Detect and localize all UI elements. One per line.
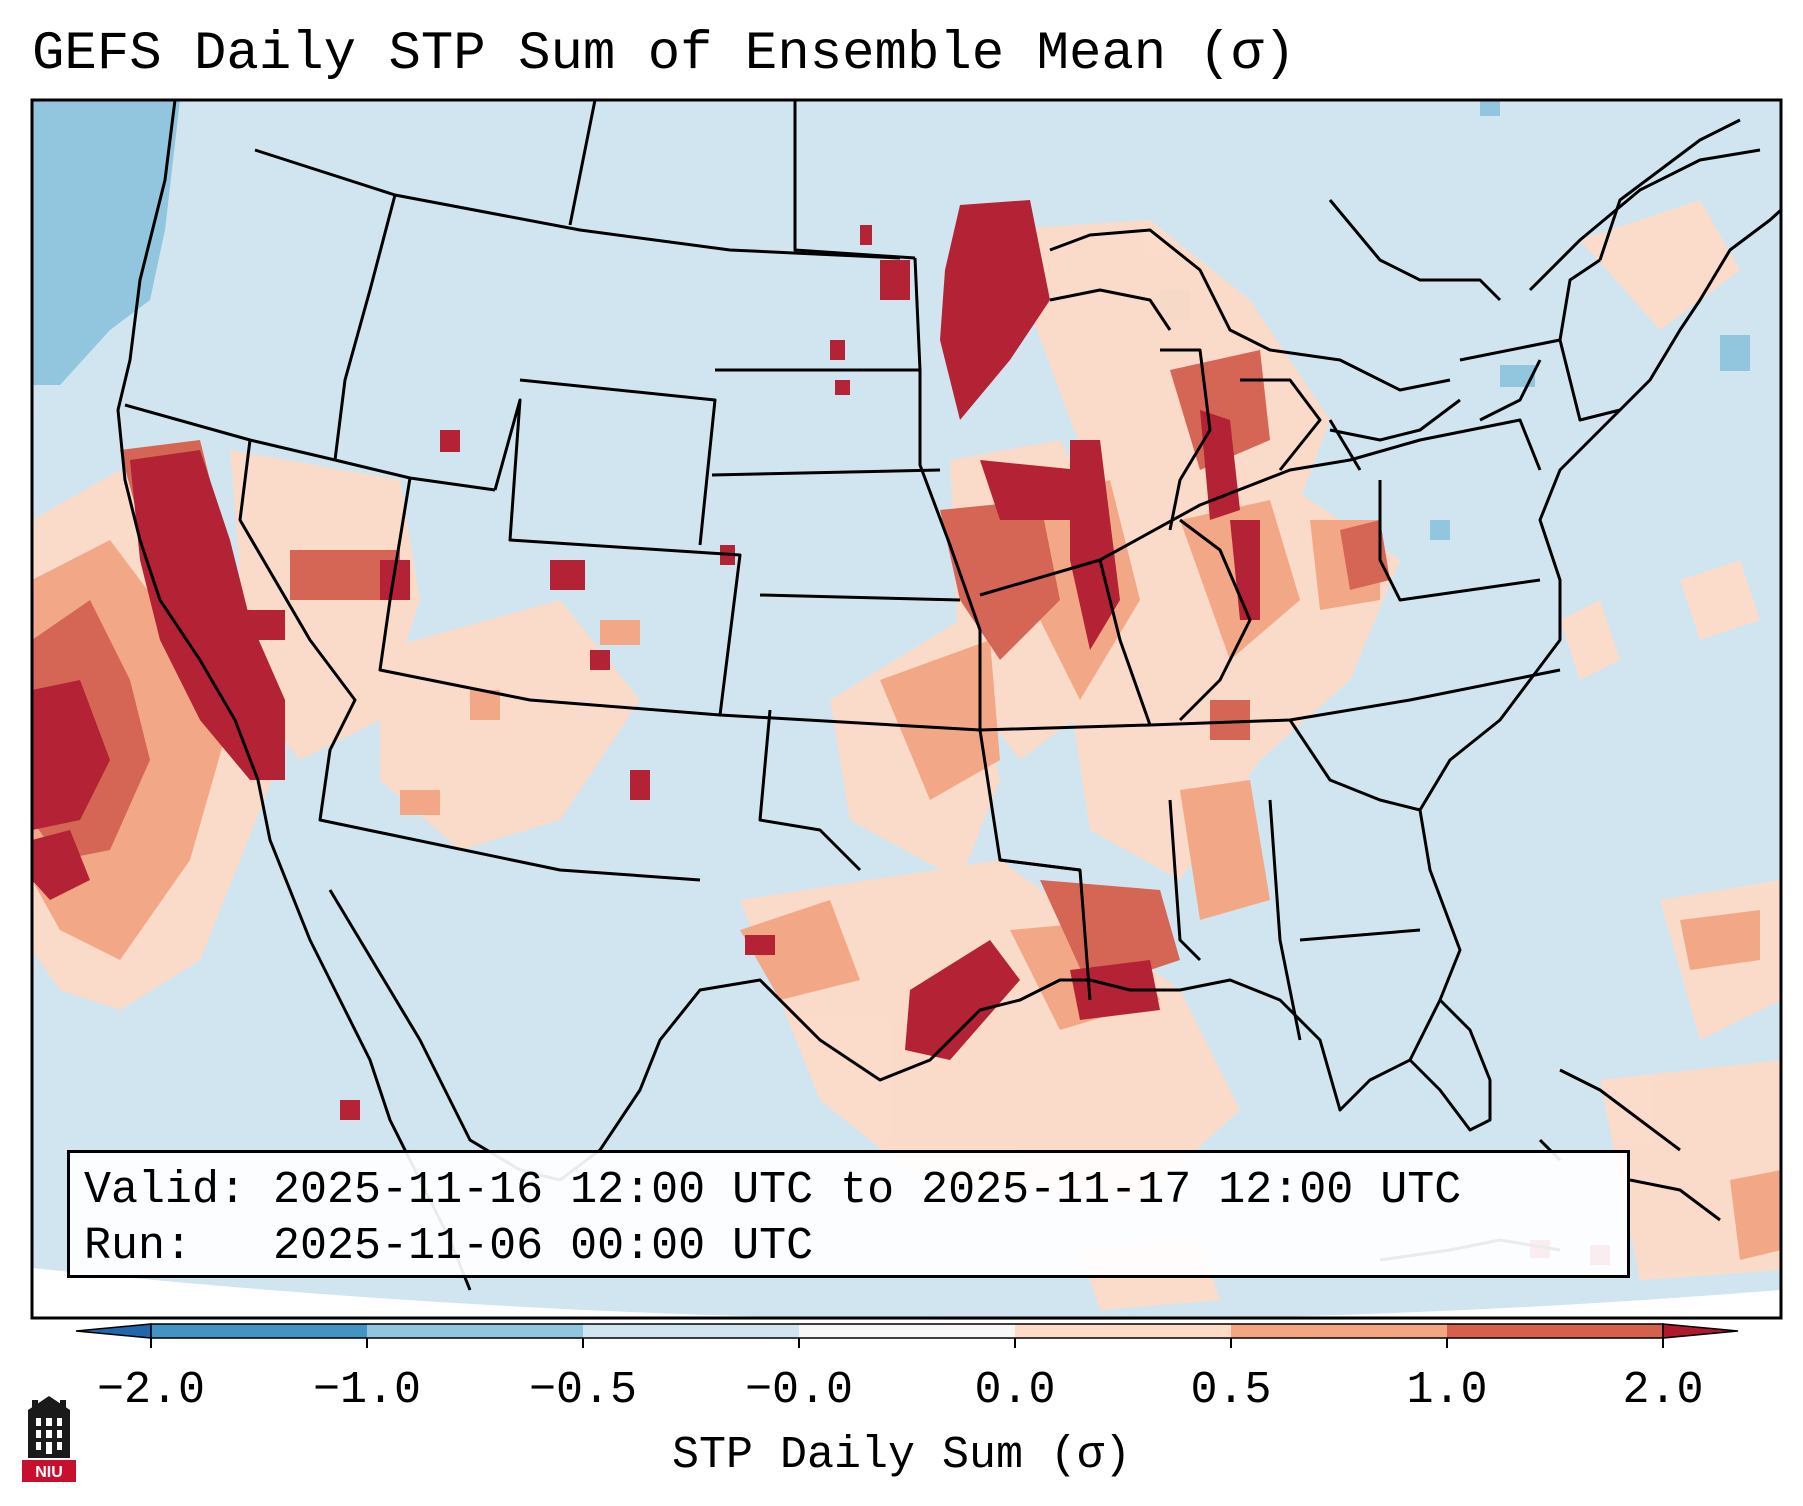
map-frame bbox=[30, 98, 1783, 1320]
map-outlines bbox=[32, 100, 1781, 1291]
colorbar-tick-label: 0.5 bbox=[1190, 1365, 1272, 1416]
logo-text: NIU bbox=[35, 1464, 63, 1481]
niu-logo: NIU bbox=[22, 1396, 76, 1482]
colorbar-tick-label: 2.0 bbox=[1622, 1365, 1704, 1416]
colorbar-tick-label: 1.0 bbox=[1406, 1365, 1488, 1416]
map-title: GEFS Daily STP Sum of Ensemble Mean (σ) bbox=[32, 24, 1296, 85]
colorbar-bin bbox=[151, 1324, 367, 1338]
colorbar-bin bbox=[367, 1324, 583, 1338]
colorbar bbox=[75, 1323, 1739, 1348]
anomaly-field bbox=[32, 200, 1781, 1310]
colorbar-tick-label: −0.5 bbox=[528, 1365, 638, 1416]
valid-label: Valid: bbox=[84, 1165, 247, 1216]
colorbar-bin bbox=[799, 1324, 1015, 1338]
colorbar-bin bbox=[1231, 1324, 1447, 1338]
run-time: 2025-11-06 00:00 UTC bbox=[273, 1221, 814, 1272]
colorbar-ticks bbox=[150, 1338, 1664, 1348]
university-building-icon bbox=[28, 1396, 70, 1458]
colorbar-tick-label: 0.0 bbox=[974, 1365, 1056, 1416]
colorbar-frame bbox=[150, 1323, 1664, 1339]
colorbar-tick-label: −1.0 bbox=[312, 1365, 422, 1416]
colorbar-tick-label: −2.0 bbox=[96, 1365, 206, 1416]
colorbar-label: STP Daily Sum (σ) bbox=[671, 1430, 1132, 1481]
colorbar-tick-label: −0.0 bbox=[744, 1365, 854, 1416]
colorbar-over-arrow bbox=[1662, 1323, 1739, 1339]
colorbar-bin bbox=[1015, 1324, 1231, 1338]
colorbar-under-arrow bbox=[75, 1323, 152, 1339]
colorbar-bin bbox=[1447, 1324, 1663, 1338]
valid-time-range: 2025-11-16 12:00 UTC to 2025-11-17 12:00… bbox=[273, 1165, 1462, 1216]
valid-run-info-box: Valid: 2025-11-16 12:00 UTC to 2025-11-1… bbox=[67, 1150, 1630, 1278]
colorbar-bin bbox=[583, 1324, 799, 1338]
run-label: Run: bbox=[84, 1221, 193, 1272]
